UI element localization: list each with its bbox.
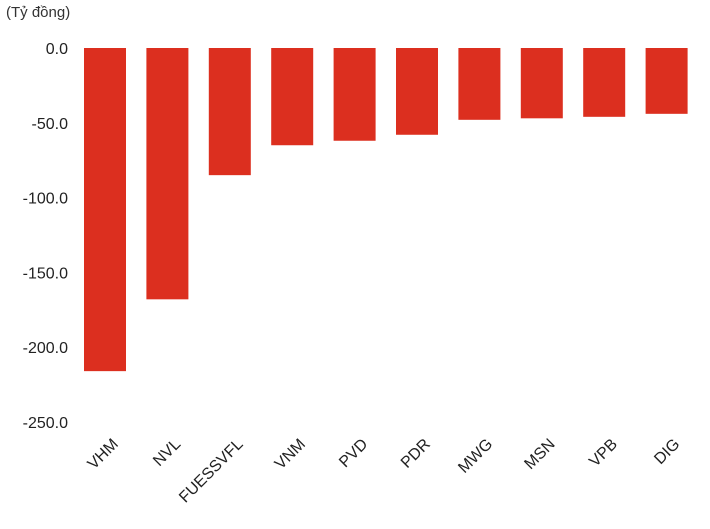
y-tick-label: -200.0 [23, 340, 68, 357]
y-tick-label: -50.0 [32, 116, 69, 133]
y-tick-label: 0.0 [46, 41, 68, 58]
y-tick-label: -250.0 [23, 415, 68, 432]
x-tick-label: PDR [398, 436, 434, 472]
x-tick-label: VNM [272, 436, 309, 473]
x-tick-label: NVL [150, 436, 184, 470]
bar-vnm [271, 48, 314, 146]
x-tick-label: VHM [85, 436, 122, 473]
bar-dig [645, 48, 688, 114]
y-tick-label: -150.0 [23, 265, 68, 282]
x-tick-label: MWG [455, 436, 496, 477]
x-tick-label: FUESSVFL [176, 436, 247, 507]
bar-msn [520, 48, 563, 119]
x-tick-label: VPB [586, 436, 621, 471]
unit-label: (Tỷ đồng) [6, 4, 71, 21]
bar-nvl [146, 48, 189, 300]
x-tick-label: DIG [651, 436, 683, 468]
bar-pvd [333, 48, 376, 141]
y-tick-label: -100.0 [23, 191, 68, 208]
x-tick-label: PVD [336, 436, 371, 471]
bars [84, 48, 688, 372]
bar-vpb [583, 48, 626, 117]
x-tick-label: MSN [521, 436, 558, 473]
bar-vhm [84, 48, 126, 372]
bar-fuessvfl [208, 48, 251, 176]
y-axis-ticks: 0.0 -50.0 -100.0 -150.0 -200.0 -250.0 [23, 41, 68, 432]
bar-mwg [458, 48, 501, 120]
bar-pdr [396, 48, 438, 135]
